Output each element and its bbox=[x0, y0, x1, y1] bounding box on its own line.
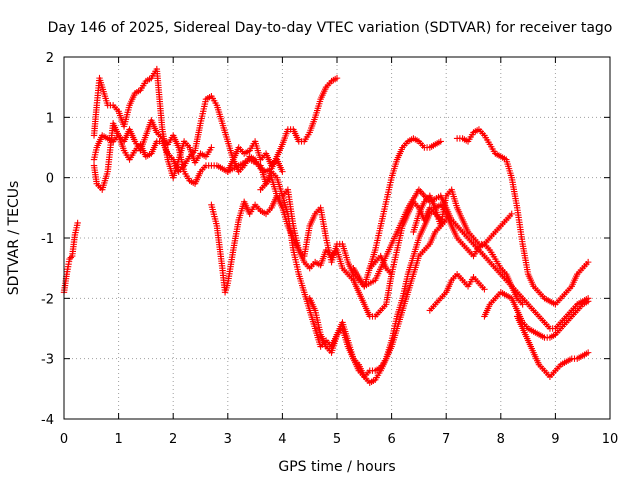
x-tick-label: 6 bbox=[387, 432, 395, 447]
data-point bbox=[74, 219, 81, 227]
y-tick-labels: -4 -3 -2 -1 0 1 2 bbox=[41, 51, 54, 428]
x-tick-label: 5 bbox=[333, 432, 341, 447]
series-track-13 bbox=[481, 289, 592, 341]
series-track-9 bbox=[350, 186, 592, 332]
x-tick-label: 3 bbox=[224, 432, 232, 447]
series-track-4 bbox=[90, 74, 341, 175]
y-tick-label: 0 bbox=[46, 172, 54, 187]
chart-title: Day 146 of 2025, Sidereal Day-to-day VTE… bbox=[48, 20, 613, 36]
x-tick-label: 2 bbox=[169, 432, 177, 447]
data-point bbox=[481, 286, 488, 293]
data-point bbox=[67, 254, 75, 261]
grid bbox=[64, 57, 610, 419]
y-tick-label: -2 bbox=[41, 292, 54, 307]
x-tick-labels: 0 1 2 3 4 5 6 7 8 9 10 bbox=[60, 432, 618, 447]
axis-ticks bbox=[63, 56, 611, 420]
series-track-11 bbox=[426, 271, 488, 314]
x-tick-label: 1 bbox=[114, 432, 122, 447]
series-track-15 bbox=[410, 186, 515, 248]
series-track-10 bbox=[366, 135, 444, 272]
x-tick-label: 4 bbox=[278, 432, 286, 447]
series-line bbox=[352, 188, 589, 330]
series-track-2 bbox=[90, 65, 215, 181]
data-point bbox=[333, 74, 341, 82]
y-tick-label: -1 bbox=[41, 232, 54, 247]
series-track-12 bbox=[453, 126, 592, 308]
y-axis-title: SDTVAR / TECUs bbox=[6, 181, 22, 296]
y-tick-label: -4 bbox=[41, 413, 54, 428]
x-tick-label: 9 bbox=[551, 432, 559, 447]
y-tick-label: 1 bbox=[46, 111, 54, 126]
series-track-8 bbox=[306, 201, 526, 386]
data-point bbox=[279, 168, 286, 175]
series-track-14 bbox=[513, 313, 592, 380]
x-axis-title: GPS time / hours bbox=[278, 459, 395, 475]
data-point bbox=[66, 255, 73, 263]
data-point bbox=[519, 301, 526, 308]
data-series bbox=[60, 65, 592, 386]
data-point bbox=[584, 258, 592, 266]
y-tick-label: -3 bbox=[41, 353, 54, 368]
series-track-6 bbox=[224, 156, 444, 320]
data-point bbox=[584, 349, 592, 356]
x-tick-label: 0 bbox=[60, 432, 68, 447]
data-point bbox=[208, 144, 215, 151]
y-tick-label: 2 bbox=[46, 51, 54, 66]
x-tick-label: 7 bbox=[442, 432, 450, 447]
data-point bbox=[508, 210, 515, 218]
x-tick-label: 8 bbox=[497, 432, 505, 447]
data-point bbox=[584, 298, 592, 305]
data-point bbox=[437, 138, 444, 145]
x-tick-label: 10 bbox=[602, 432, 619, 447]
